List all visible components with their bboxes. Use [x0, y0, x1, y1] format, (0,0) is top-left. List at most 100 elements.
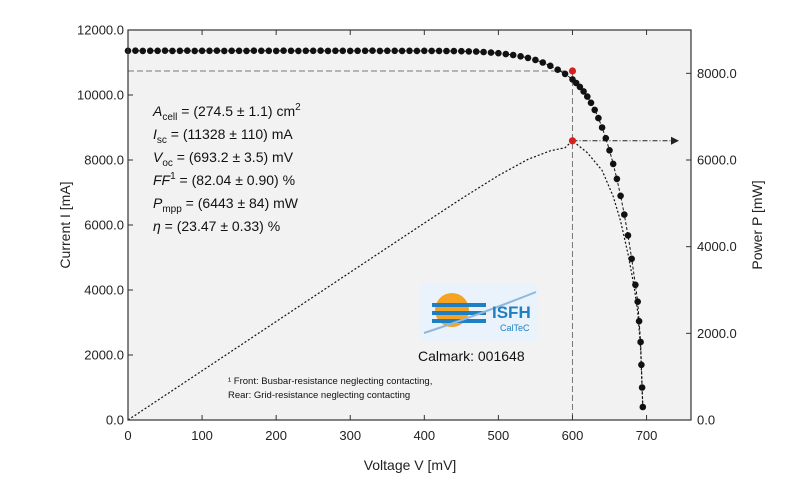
- x-tick-label: 300: [339, 428, 361, 443]
- y-left-tick-label: 12000.0: [77, 23, 124, 38]
- current-data-point: [413, 47, 421, 55]
- parameter-line: Voc = (693.2 ± 3.5) mV: [153, 149, 294, 169]
- current-data-point: [221, 47, 228, 55]
- parameter-subscript: mpp: [162, 204, 182, 215]
- current-data-point: [169, 47, 176, 55]
- y-right-tick-label: 4000.0: [697, 239, 737, 254]
- current-data-point: [272, 47, 280, 55]
- parameter-value: = (6443 ± 84) mW: [182, 195, 299, 211]
- current-data-point: [580, 88, 587, 95]
- current-data-point: [624, 232, 632, 239]
- current-data-point: [176, 47, 184, 55]
- current-data-point: [465, 48, 473, 55]
- current-data-point: [139, 47, 147, 55]
- current-data-point: [443, 47, 450, 55]
- y-left-tick-label: 10000.0: [77, 88, 124, 103]
- current-data-point: [309, 47, 317, 55]
- current-data-point: [532, 56, 539, 64]
- current-data-point: [576, 83, 584, 91]
- current-data-point: [480, 48, 487, 56]
- parameter-symbol: η: [153, 218, 161, 234]
- y-right-tick-label: 2000.0: [697, 326, 737, 341]
- current-data-point: [161, 47, 169, 54]
- current-data-point: [406, 47, 413, 55]
- current-data-point: [639, 403, 647, 411]
- current-data-point: [547, 62, 554, 70]
- current-data-point: [595, 114, 602, 122]
- y-right-tick-label: 0.0: [697, 413, 715, 428]
- footnote-line-2: Rear: Grid-resistance neglecting contact…: [228, 390, 410, 401]
- current-data-point: [391, 47, 399, 55]
- x-tick-label: 100: [191, 428, 213, 443]
- current-data-point: [324, 47, 332, 55]
- current-data-point: [354, 47, 361, 55]
- x-tick-label: 500: [488, 428, 510, 443]
- current-data-point: [154, 47, 161, 55]
- parameter-value: = (23.47 ± 0.33) %: [161, 218, 280, 234]
- current-data-point: [450, 47, 458, 55]
- y-axis-left-label: Current I [mA]: [57, 181, 73, 268]
- current-data-point: [198, 47, 206, 55]
- y-axis-right-label-text: Power P [mW]: [749, 180, 765, 269]
- current-data-point: [132, 47, 139, 54]
- logo-text: ISFH: [492, 303, 531, 322]
- current-data-point: [561, 70, 569, 78]
- plot-background: [128, 30, 691, 420]
- parameter-subscript: oc: [162, 158, 173, 169]
- x-axis-label: Voltage V [mV]: [364, 457, 457, 473]
- current-data-point: [258, 47, 265, 55]
- current-data-point: [509, 51, 517, 59]
- y-left-tick-label: 8000.0: [84, 153, 124, 168]
- current-data-point: [458, 47, 465, 55]
- current-data-point: [606, 147, 613, 154]
- parameter-subscript: sc: [157, 135, 167, 146]
- parameter-line: Acell = (274.5 ± 1.1) cm2: [152, 102, 301, 123]
- current-data-point: [376, 47, 384, 55]
- parameter-value: = (693.2 ± 3.5) mV: [173, 149, 294, 165]
- current-data-point: [213, 47, 221, 54]
- current-data-point: [634, 298, 641, 306]
- x-tick-label: 700: [636, 428, 658, 443]
- y-axis-left-label-text: Current I [mA]: [57, 181, 73, 268]
- parameter-value: = (274.5 ± 1.1) cm: [177, 103, 295, 119]
- current-data-point: [361, 47, 369, 55]
- current-data-point: [339, 47, 347, 55]
- current-data-point: [487, 49, 495, 56]
- y-left-tick-label: 0.0: [106, 413, 124, 428]
- current-data-point: [602, 134, 610, 142]
- parameter-symbol: FF: [153, 172, 172, 188]
- current-data-point: [635, 317, 643, 325]
- footnote-line-1: ¹ Front: Busbar-resistance neglecting co…: [228, 376, 432, 387]
- parameter-symbol: A: [152, 103, 162, 119]
- parameter-line: η = (23.47 ± 0.33) %: [153, 218, 280, 234]
- current-data-point: [384, 47, 391, 55]
- current-data-point: [613, 175, 621, 183]
- logo-subtext: CalTeC: [500, 323, 530, 333]
- cell-parameters: Acell = (274.5 ± 1.1) cm2 Isc = (11328 ± …: [152, 102, 301, 234]
- mpp-power-marker: [568, 137, 577, 145]
- y-left-tick-label: 6000.0: [84, 218, 124, 233]
- current-data-point: [617, 192, 624, 200]
- current-data-point: [184, 47, 191, 54]
- y-right-tick-label: 8000.0: [697, 66, 737, 81]
- parameter-line: FF1 = (82.04 ± 0.90) %: [153, 171, 295, 188]
- current-data-point: [421, 47, 428, 55]
- current-data-point: [435, 47, 443, 55]
- current-data-point: [638, 384, 646, 391]
- current-data-point: [628, 255, 635, 263]
- current-data-point: [287, 47, 295, 55]
- current-data-point: [609, 160, 617, 168]
- current-data-point: [584, 93, 591, 100]
- current-data-point: [191, 47, 198, 55]
- current-data-point: [637, 338, 644, 346]
- mpp-power-arrow: [671, 136, 679, 145]
- current-data-point: [332, 47, 339, 55]
- parameter-symbol: V: [153, 149, 164, 165]
- y-right-tick-label: 6000.0: [697, 153, 737, 168]
- parameter-symbol: P: [153, 195, 163, 211]
- x-tick-label: 0: [124, 428, 131, 443]
- parameter-superscript: 1: [170, 171, 176, 182]
- current-data-point: [317, 47, 324, 54]
- current-data-point: [250, 47, 258, 54]
